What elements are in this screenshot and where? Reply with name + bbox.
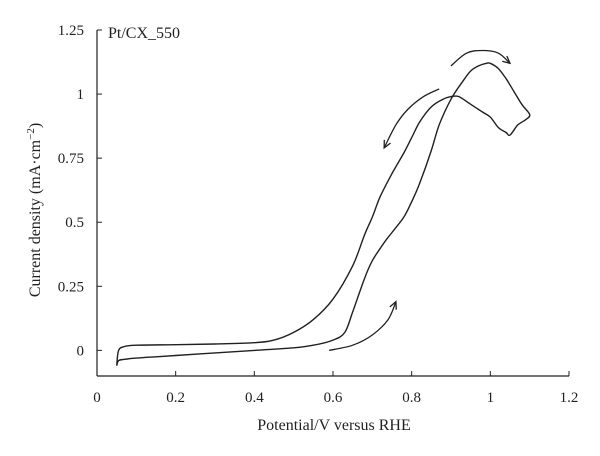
y-axis-title-exponent: −2 [25,128,37,140]
panel-label: Pt/CX_550 [108,25,180,42]
x-tick-label: 0.8 [402,390,421,406]
y-tick-label: 0 [77,343,85,359]
x-tick-label: 0.4 [245,390,264,406]
plot-area [116,62,531,366]
arrow-reverse-scan [383,88,440,149]
direction-arrows [328,49,512,352]
x-tick-label: 0.2 [166,390,185,406]
y-axis-title: Current density (mA·cm−2) [25,123,44,297]
y-tick-label: 1 [77,87,85,103]
axes-frame [96,30,569,377]
tick-labels: 0 0.2 0.4 0.6 0.8 1 1.2 0 0.25 0.5 0.75 1 1.25 [58,23,579,406]
x-tick-label: 0 [93,390,101,406]
x-tick-label: 0.6 [324,390,343,406]
y-axis-title-close: ) [27,123,44,128]
y-tick-label: 0.75 [58,151,84,167]
x-axis-title: Potential/V versus RHE [257,417,410,434]
x-tick-label: 1.2 [560,390,579,406]
y-axis-title-main: Current density (mA·cm [27,139,44,297]
cv-curve [116,62,531,366]
y-tick-label: 1.25 [58,23,84,39]
arrowhead-forward-scan [389,300,397,310]
tick-marks [96,29,570,376]
y-tick-label: 0.5 [65,215,84,231]
x-tick-label: 1 [487,390,495,406]
arrowhead-reversal [502,55,512,65]
arrow-forward-scan [328,301,397,352]
arrowhead-reverse-scan [383,139,391,150]
arrow-reversal [450,49,511,67]
y-tick-label: 0.25 [58,279,84,295]
